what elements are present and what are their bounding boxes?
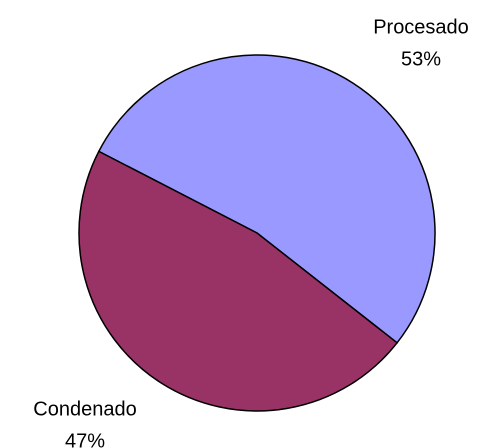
slice-label: Procesado <box>373 16 469 38</box>
slice-value-label: 47% <box>65 430 105 448</box>
slice-label: Condenado <box>33 398 136 420</box>
slice-value-label: 53% <box>401 48 441 70</box>
pie-slice <box>78 150 399 412</box>
pie-slice <box>97 54 436 344</box>
